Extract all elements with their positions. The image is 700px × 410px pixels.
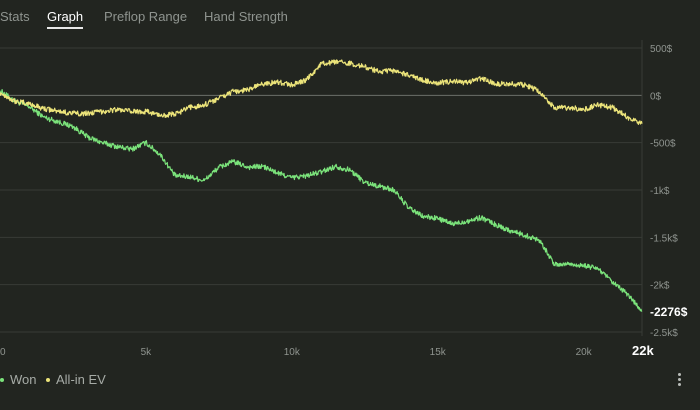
tab-stats[interactable]: Stats xyxy=(0,9,30,24)
x-tick-label: 10k xyxy=(284,347,301,358)
x-tick-label: 5k xyxy=(141,347,153,358)
tab-preflop-range[interactable]: Preflop Range xyxy=(104,9,188,24)
more-options-icon[interactable] xyxy=(672,371,686,387)
legend-label-won: Won xyxy=(10,372,37,387)
bankroll-graph: 500$ 0$ -500$ -1k$ -1.5k$ -2k$ -2.5k$ 0 5k 10k 15… xyxy=(0,40,688,358)
x-axis-ticks: 0 5k 10k 15k 20k xyxy=(0,347,593,358)
grid-lines xyxy=(0,40,643,336)
x-tick-label: 0 xyxy=(0,347,6,358)
series-line-all-in-ev xyxy=(0,59,643,125)
y-tick-label: -1.5k$ xyxy=(650,233,678,244)
series-lines xyxy=(0,59,643,312)
y-tick-label: 500$ xyxy=(650,44,673,55)
y-tick-label: -1k$ xyxy=(650,186,670,197)
final-value-label: -2276$ xyxy=(650,305,688,319)
won-dot-icon xyxy=(0,377,4,382)
legend-item-won[interactable]: Won xyxy=(0,372,37,387)
tab-graph[interactable]: Graph xyxy=(47,9,84,29)
x-tick-label: 20k xyxy=(576,347,593,358)
y-tick-label: -500$ xyxy=(650,139,676,150)
y-tick-label: -2k$ xyxy=(650,281,670,292)
tab-hand-strength[interactable]: Hand Strength xyxy=(204,9,288,24)
y-tick-label: -2.5k$ xyxy=(650,328,678,339)
x-tick-label: 15k xyxy=(430,347,447,358)
y-tick-label: 0$ xyxy=(650,91,662,102)
allin-ev-dot-icon xyxy=(46,377,50,382)
tab-bar: Stats Graph Preflop Range Hand Strength xyxy=(0,0,700,36)
x-max-label: 22k xyxy=(632,343,654,358)
y-axis-ticks: 500$ 0$ -500$ -1k$ -1.5k$ -2k$ -2.5k$ xyxy=(650,44,678,339)
legend-item-allin-ev[interactable]: All-in EV xyxy=(46,372,106,387)
legend-label-allin-ev: All-in EV xyxy=(56,372,106,387)
series-line-won xyxy=(0,89,643,312)
